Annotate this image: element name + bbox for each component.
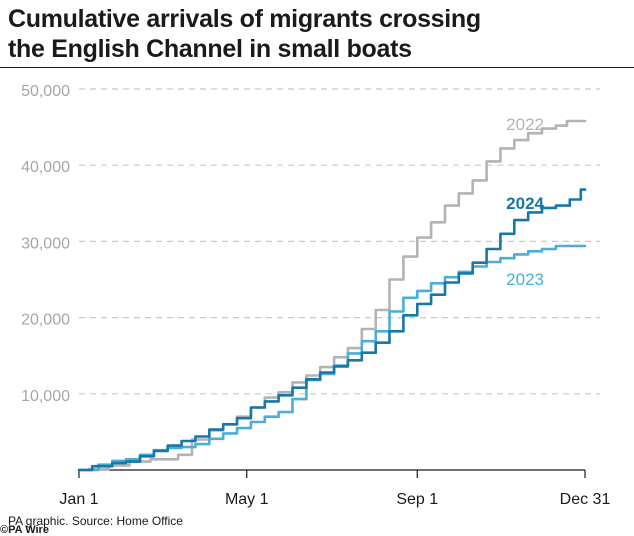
title-divider — [0, 67, 634, 68]
x-axis: Jan 1 May 1 Sep 1 Dec 31 — [59, 469, 611, 508]
y-tick-label: 40,000 — [21, 159, 70, 176]
series-line-2024 — [77, 188, 587, 472]
gridlines — [79, 88, 600, 395]
credit-logo: ©PA Wire — [0, 524, 49, 536]
source-note: PA graphic. Source: Home Office — [8, 514, 183, 528]
chart-title-line-2: the English Channel in small boats — [8, 35, 412, 63]
y-tick-label: 10,000 — [21, 388, 70, 405]
series-labels: 2022 2024 2023 — [506, 115, 544, 289]
x-tick-label: Dec 31 — [560, 491, 611, 508]
y-tick-label: 20,000 — [21, 312, 70, 329]
y-tick-label: 50,000 — [21, 83, 70, 100]
x-tick-label: Jan 1 — [59, 491, 98, 508]
series-label-2023: 2023 — [506, 270, 544, 289]
x-tick-label: May 1 — [225, 491, 269, 508]
series-lines — [77, 119, 587, 472]
chart-title: Cumulative arrivals of migrants crossing… — [8, 4, 628, 64]
series-label-2024: 2024 — [506, 194, 544, 213]
x-tick-label: Sep 1 — [396, 491, 438, 508]
series-line-2022 — [77, 119, 587, 472]
y-tick-label: 30,000 — [21, 235, 70, 252]
series-label-2022: 2022 — [506, 115, 544, 134]
chart-title-line-1: Cumulative arrivals of migrants crossing — [8, 5, 481, 33]
y-axis-ticks: 10,000 20,000 30,000 40,000 50,000 — [21, 83, 70, 405]
